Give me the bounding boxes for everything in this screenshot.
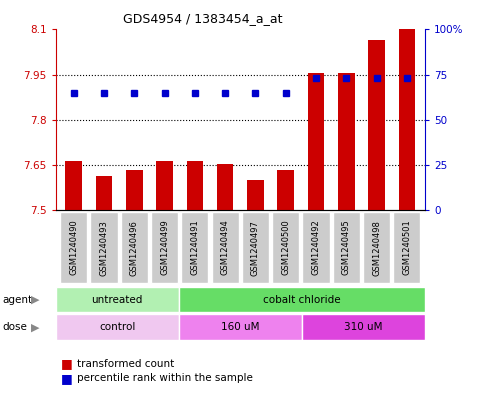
Text: ▶: ▶ xyxy=(31,295,40,305)
FancyBboxPatch shape xyxy=(179,314,302,340)
FancyBboxPatch shape xyxy=(90,212,118,283)
Text: GSM1240496: GSM1240496 xyxy=(130,220,139,275)
Text: transformed count: transformed count xyxy=(77,358,174,369)
Text: GSM1240498: GSM1240498 xyxy=(372,220,381,275)
FancyBboxPatch shape xyxy=(393,212,421,283)
FancyBboxPatch shape xyxy=(151,212,178,283)
Text: GSM1240492: GSM1240492 xyxy=(312,220,321,275)
FancyBboxPatch shape xyxy=(121,212,148,283)
FancyBboxPatch shape xyxy=(302,212,329,283)
Text: percentile rank within the sample: percentile rank within the sample xyxy=(77,373,253,383)
FancyBboxPatch shape xyxy=(272,212,299,283)
Text: GSM1240493: GSM1240493 xyxy=(99,220,109,275)
Bar xyxy=(96,176,113,210)
Text: GSM1240495: GSM1240495 xyxy=(342,220,351,275)
Bar xyxy=(338,73,355,210)
Text: dose: dose xyxy=(2,322,28,332)
FancyBboxPatch shape xyxy=(60,212,87,283)
FancyBboxPatch shape xyxy=(56,287,179,312)
FancyBboxPatch shape xyxy=(333,212,360,283)
Text: GSM1240497: GSM1240497 xyxy=(251,220,260,275)
FancyBboxPatch shape xyxy=(181,212,209,283)
Text: GSM1240494: GSM1240494 xyxy=(221,220,229,275)
Bar xyxy=(186,161,203,210)
Bar xyxy=(308,73,325,210)
Text: 160 uM: 160 uM xyxy=(221,322,259,332)
Text: ■: ■ xyxy=(60,371,72,385)
Text: GDS4954 / 1383454_a_at: GDS4954 / 1383454_a_at xyxy=(123,12,283,25)
Text: 310 uM: 310 uM xyxy=(344,322,383,332)
Bar xyxy=(398,29,415,210)
Text: GSM1240500: GSM1240500 xyxy=(281,220,290,275)
Text: ▶: ▶ xyxy=(31,322,40,332)
Text: control: control xyxy=(99,322,135,332)
FancyBboxPatch shape xyxy=(56,314,179,340)
Bar xyxy=(277,170,294,210)
Bar xyxy=(247,180,264,210)
Text: agent: agent xyxy=(2,295,32,305)
Bar xyxy=(126,170,142,210)
FancyBboxPatch shape xyxy=(302,314,425,340)
Text: GSM1240491: GSM1240491 xyxy=(190,220,199,275)
Text: cobalt chloride: cobalt chloride xyxy=(263,295,341,305)
FancyBboxPatch shape xyxy=(363,212,390,283)
Bar xyxy=(156,161,173,210)
Text: untreated: untreated xyxy=(91,295,143,305)
Bar xyxy=(368,40,385,210)
FancyBboxPatch shape xyxy=(242,212,269,283)
FancyBboxPatch shape xyxy=(212,212,239,283)
FancyBboxPatch shape xyxy=(179,287,425,312)
Bar xyxy=(65,161,82,210)
Text: ■: ■ xyxy=(60,357,72,370)
Text: GSM1240490: GSM1240490 xyxy=(69,220,78,275)
Text: GSM1240499: GSM1240499 xyxy=(160,220,169,275)
Bar xyxy=(217,163,233,210)
Text: GSM1240501: GSM1240501 xyxy=(402,220,412,275)
